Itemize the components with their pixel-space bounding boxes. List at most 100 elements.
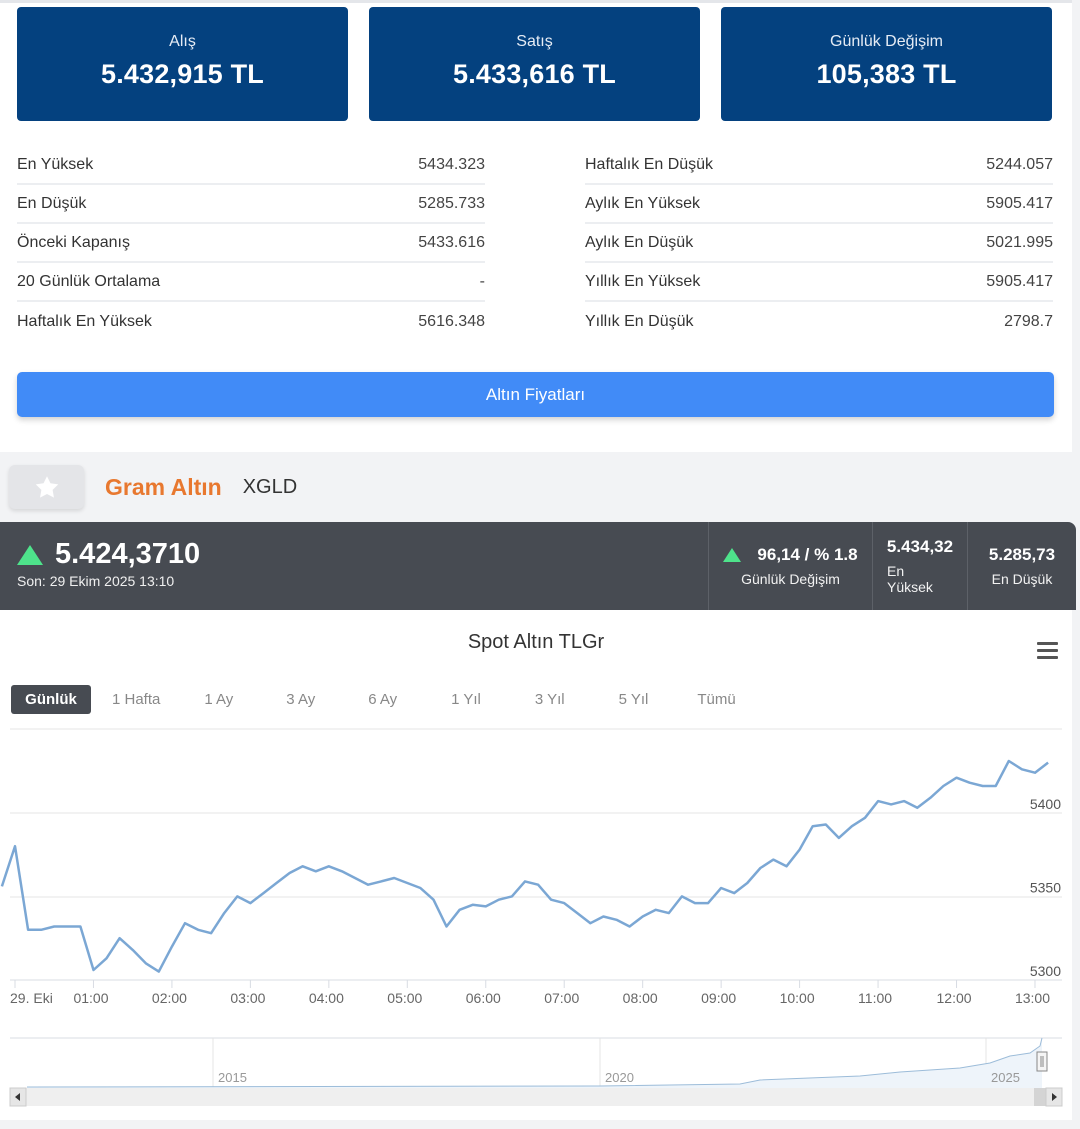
daily-change-label: Günlük Değişim [741, 571, 840, 587]
stat-value: 5433.616 [418, 233, 485, 251]
stats-row: 20 Günlük Ortalama - [17, 263, 485, 302]
navigator-scrollbar[interactable] [9, 1087, 1063, 1107]
buy-price-value: 5.432,915 TL [100, 59, 264, 89]
price-boxes: Alış 5.432,915 TL Satış 5.433,616 TL Gün… [17, 7, 1052, 121]
navigator-label-2015: 2015 [218, 1070, 247, 1085]
stats-row: Haftalık En Düşük 5244.057 [585, 146, 1053, 185]
stat-label: Yıllık En Düşük [585, 312, 694, 330]
low-label: En Düşük [991, 571, 1053, 587]
buy-price-label: Alış [169, 33, 196, 50]
x-axis-label: 06:00 [466, 990, 501, 1006]
ticker-high: 5.434,32 En Yüksek [872, 522, 967, 610]
x-axis-labels: 29. Eki 01:00 02:00 03:00 04:00 05:00 06:00 07:… [10, 990, 1050, 1006]
low-value: 5.285,73 [988, 545, 1056, 564]
x-axis-label: 03:00 [230, 990, 265, 1006]
sell-price-box: Satış 5.433,616 TL [369, 7, 700, 121]
range-tab-3-months[interactable]: 3 Ay [286, 691, 316, 708]
x-axis-label: 08:00 [623, 990, 658, 1006]
ticker-main: 5.424,3710 Son: 29 Ekim 2025 13:10 [17, 538, 200, 589]
hamburger-menu-icon[interactable] [1037, 642, 1058, 659]
navigator-label-2025: 2025 [991, 1070, 1020, 1085]
range-tab-all[interactable]: Tümü [697, 691, 736, 708]
up-arrow-icon [723, 548, 742, 562]
navigator-handle[interactable] [1036, 1051, 1048, 1072]
stats-column-left: En Yüksek 5434.323 En Düşük 5285.733 Öncek… [17, 146, 485, 341]
stat-label: 20 Günlük Ortalama [17, 272, 161, 290]
asset-header: Gram Altın XGLD [9, 465, 297, 509]
page-footer-strip [0, 1120, 1080, 1129]
sell-price-label: Satış [516, 33, 553, 50]
stat-label: Yıllık En Yüksek [585, 272, 701, 290]
price-ticker-bar: 5.424,3710 Son: 29 Ekim 2025 13:10 96,14… [0, 522, 1076, 610]
stat-value: 5905.417 [986, 272, 1053, 290]
range-tab-daily[interactable]: Günlük [11, 685, 91, 714]
stat-label: Önceki Kapanış [17, 233, 130, 251]
stat-value: 5285.733 [418, 194, 485, 212]
current-price: 5.424,3710 [55, 538, 201, 570]
chart-card: Spot Altın TLGr Günlük 1 Hafta 1 Ay 3 Ay… [0, 610, 1072, 1120]
price-line [0, 759, 1049, 973]
y-axis-label: 5400 [1030, 796, 1061, 812]
favorite-button[interactable] [9, 465, 84, 509]
high-value: 5.434,32 [886, 537, 954, 556]
y-axis-label: 5300 [1030, 963, 1061, 979]
range-tab-5-years[interactable]: 5 Yıl [618, 691, 649, 708]
stat-label: En Yüksek [17, 155, 94, 173]
y-axis-labels: 5300 5350 5400 [1030, 796, 1061, 979]
stats-table: En Yüksek 5434.323 En Düşük 5285.733 Öncek… [17, 146, 1053, 341]
stat-value: 5616.348 [418, 312, 485, 330]
asset-code: XGLD [242, 475, 298, 498]
range-tab-6-months[interactable]: 6 Ay [368, 691, 398, 708]
x-axis-label: 11:00 [858, 990, 892, 1006]
daily-change-box: Günlük Değişim 105,383 TL [721, 7, 1052, 121]
daily-change-value: 105,383 TL [816, 59, 957, 89]
last-update-time: Son: 29 Ekim 2025 13:10 [17, 573, 175, 589]
stat-value: 5905.417 [986, 194, 1053, 212]
x-axis-label: 09:00 [701, 990, 736, 1006]
stats-row: Önceki Kapanış 5433.616 [17, 224, 485, 263]
stats-row: Yıllık En Yüksek 5905.417 [585, 263, 1053, 302]
range-tab-1-month[interactable]: 1 Ay [204, 691, 234, 708]
ticker-low: 5.285,73 En Düşük [967, 522, 1076, 610]
stat-value: 5021.995 [986, 233, 1053, 251]
stat-label: Aylık En Düşük [585, 233, 694, 251]
stat-value: 2798.7 [1004, 312, 1053, 330]
x-axis-label: 05:00 [387, 990, 422, 1006]
price-line-chart[interactable]: 5300 5350 5400 29. Eki 01:00 02:00 03:00 04:00… [0, 610, 1072, 1120]
chart-navigator[interactable]: 2015 2020 2025 [10, 1037, 1062, 1088]
chart-title: Spot Altın TLGr [467, 631, 605, 653]
x-axis-label: 10:00 [780, 990, 815, 1006]
gold-prices-button[interactable]: Altın Fiyatları [17, 372, 1054, 417]
buy-price-box: Alış 5.432,915 TL [17, 7, 348, 121]
stat-value: - [479, 272, 485, 290]
stat-value: 5244.057 [986, 155, 1053, 173]
range-tab-1-year[interactable]: 1 Yıl [451, 691, 481, 708]
scrollbar-thumb[interactable] [1034, 1088, 1046, 1106]
range-tabs: Günlük 1 Hafta 1 Ay 3 Ay 6 Ay 1 Yıl 3 Yı… [11, 685, 736, 714]
stats-row: Yıllık En Düşük 2798.7 [585, 302, 1053, 341]
stat-label: En Düşük [17, 194, 87, 212]
range-tab-1-week[interactable]: 1 Hafta [112, 691, 161, 708]
x-axis-label: 01:00 [73, 990, 108, 1006]
stat-value: 5434.323 [418, 155, 485, 173]
daily-change-value: 96,14 / % 1.8 [757, 545, 858, 564]
y-axis-label: 5350 [1030, 879, 1061, 895]
x-axis-label: 07:00 [544, 990, 579, 1006]
ticker-daily-change: 96,14 / % 1.8 Günlük Değişim [708, 522, 872, 610]
stat-label: Aylık En Yüksek [585, 194, 701, 212]
daily-change-row: 96,14 / % 1.8 [723, 545, 858, 565]
x-axis-label: 04:00 [309, 990, 344, 1006]
x-axis-label: 13:00 [1015, 990, 1050, 1006]
stat-label: Haftalık En Düşük [585, 155, 714, 173]
x-axis-ticks [14, 980, 1036, 988]
stats-row: Aylık En Yüksek 5905.417 [585, 185, 1053, 224]
range-tab-3-years[interactable]: 3 Yıl [534, 691, 565, 708]
stats-row: Aylık En Düşük 5021.995 [585, 224, 1053, 263]
stats-row: Haftalık En Yüksek 5616.348 [17, 302, 485, 341]
asset-name: Gram Altın [105, 473, 222, 500]
x-axis-label: 02:00 [152, 990, 187, 1006]
star-icon [35, 475, 58, 498]
scroll-left-arrow-icon [15, 1093, 20, 1101]
stats-row: En Düşük 5285.733 [17, 185, 485, 224]
stat-label: Haftalık En Yüksek [17, 312, 152, 330]
